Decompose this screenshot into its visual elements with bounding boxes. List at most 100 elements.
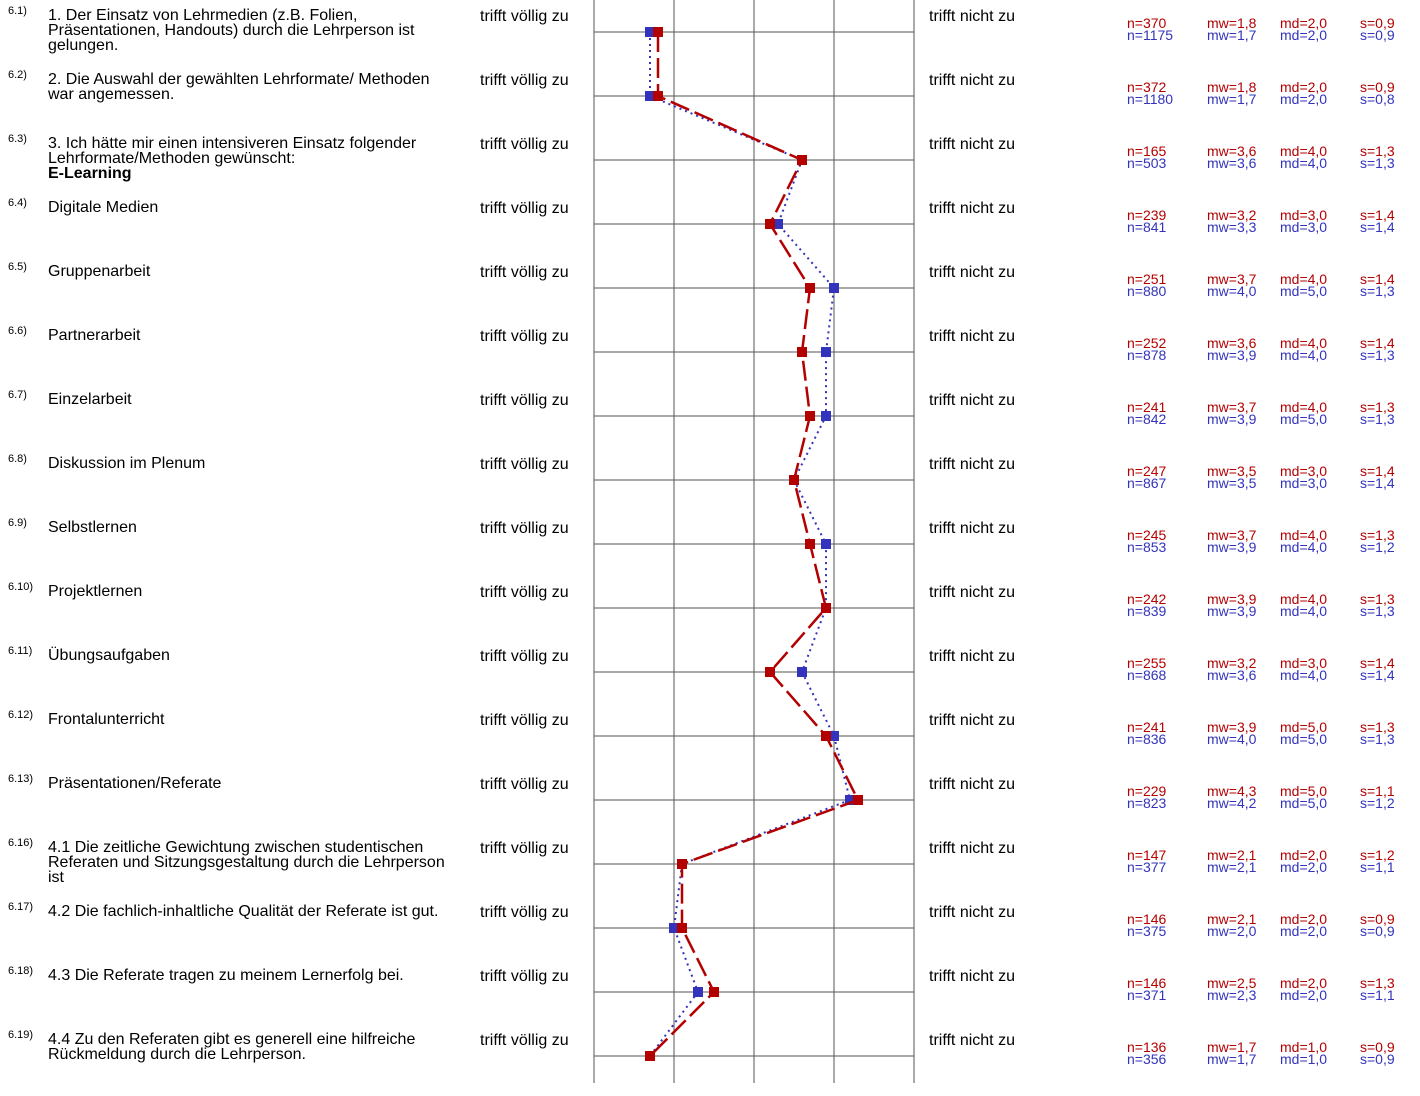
- stat-s: s=0,9: [1360, 1051, 1395, 1067]
- question-row: 6.4) Digitale Medien trifft völlig zu triff…: [0, 197, 1420, 264]
- stats-line: n=1180 mw=1,7 md=2,0 s=0,8: [1127, 91, 1420, 107]
- scale-right-label: trifft nicht zu: [929, 456, 1015, 473]
- stat-n: n=245: [1127, 527, 1167, 543]
- data-point-series-1: [853, 795, 863, 805]
- stats-block: n=136 mw=1,7 md=1,0 s=0,9 n=356 mw=1,7 md=1,0 s…: [1127, 1039, 1420, 1067]
- stats-line: n=356 mw=1,7 md=1,0 s=0,9: [1127, 1051, 1420, 1067]
- question-label: 4.3 Die Referate tragen zu meinem Lerner…: [48, 967, 404, 984]
- stat-mw: mw=3,3: [1207, 219, 1257, 235]
- stat-n: n=252: [1127, 335, 1167, 351]
- stat-mw: mw=1,7: [1207, 1039, 1257, 1055]
- stats-block: n=147 mw=2,1 md=2,0 s=1,2 n=377 mw=2,1 md=2,0 s…: [1127, 848, 1420, 875]
- stat-n: n=255: [1127, 655, 1167, 671]
- stat-s: s=1,3: [1360, 591, 1395, 607]
- stat-s: s=0,9: [1360, 1039, 1395, 1055]
- question-text: 4.1 Die zeitliche Gewichtung zwischen st…: [48, 840, 453, 886]
- stat-mw: mw=3,9: [1207, 539, 1257, 555]
- question-row: 6.5) Gruppenarbeit trifft völlig zu trifft …: [0, 261, 1420, 328]
- stat-n: n=836: [1127, 731, 1167, 747]
- question-number: 6.8): [8, 453, 27, 465]
- question-number: 6.4): [8, 197, 27, 209]
- stat-s: s=1,4: [1360, 219, 1395, 235]
- stat-mw: mw=3,7: [1207, 399, 1257, 415]
- question-row: 6.11) Übungsaufgaben trifft völlig zu triff…: [0, 645, 1420, 712]
- data-point-series-1: [765, 667, 775, 677]
- question-text: Einzelarbeit: [48, 391, 453, 408]
- stat-mw: mw=4,0: [1207, 731, 1257, 747]
- stat-mw: mw=4,2: [1207, 795, 1257, 811]
- stats-line: n=377 mw=2,1 md=2,0 s=1,1: [1127, 859, 1420, 875]
- stats-block: n=146 mw=2,5 md=2,0 s=1,3 n=371 mw=2,3 md=2,0 s…: [1127, 975, 1420, 1003]
- stat-s: s=1,2: [1360, 795, 1395, 811]
- stat-mw: mw=3,5: [1207, 463, 1257, 479]
- stat-mw: mw=3,7: [1207, 527, 1257, 543]
- question-text: Selbstlernen: [48, 520, 453, 536]
- question-row: 6.17) 4.2 Die fachlich-inhaltliche Qualit…: [0, 901, 1420, 968]
- stat-n: n=867: [1127, 475, 1167, 491]
- stat-n: n=241: [1127, 399, 1167, 415]
- data-point-series-2: [797, 667, 807, 677]
- scale-right-label: trifft nicht zu: [929, 200, 1015, 217]
- stats-block: n=252 mw=3,6 md=4,0 s=1,4 n=878 mw=3,9 md=4,0 s…: [1127, 335, 1420, 363]
- stats-line: n=245 mw=3,7 md=4,0 s=1,3: [1127, 527, 1420, 543]
- stat-md: md=3,0: [1280, 463, 1328, 479]
- stats-block: n=245 mw=3,7 md=4,0 s=1,3 n=853 mw=3,9 md=4,0 s…: [1127, 527, 1420, 555]
- stat-mw: mw=1,8: [1207, 79, 1257, 95]
- question-label: 4.4 Zu den Referaten gibt es generell ei…: [48, 1031, 416, 1063]
- stat-n: n=372: [1127, 79, 1167, 95]
- stat-n: n=1180: [1127, 91, 1174, 107]
- stats-line: n=165 mw=3,6 md=4,0 s=1,3: [1127, 143, 1420, 159]
- stat-n: n=880: [1127, 283, 1167, 299]
- stat-s: s=1,3: [1360, 603, 1395, 619]
- question-text: Projektlernen: [48, 584, 453, 600]
- stat-md: md=4,0: [1280, 539, 1328, 555]
- stat-md: md=2,0: [1280, 975, 1328, 991]
- stats-block: n=372 mw=1,8 md=2,0 s=0,9 n=1180 mw=1,7 md=2,0…: [1127, 79, 1420, 107]
- question-label: Digitale Medien: [48, 199, 159, 216]
- scale-left-label: trifft völlig zu: [480, 968, 569, 985]
- stat-mw: mw=3,6: [1207, 143, 1257, 159]
- stat-n: n=375: [1127, 923, 1167, 939]
- stat-n: n=229: [1127, 783, 1167, 799]
- question-row: 6.16) 4.1 Die zeitliche Gewichtung zwisch…: [0, 837, 1420, 904]
- stats-block: n=165 mw=3,6 md=4,0 s=1,3 n=503 mw=3,6 md=4,0 s…: [1127, 143, 1420, 170]
- question-label: Einzelarbeit: [48, 391, 132, 408]
- stats-line: n=239 mw=3,2 md=3,0 s=1,4: [1127, 208, 1420, 222]
- scale-left-label: trifft völlig zu: [480, 648, 569, 665]
- stats-line: n=823 mw=4,2 md=5,0 s=1,2: [1127, 795, 1420, 811]
- question-number: 6.2): [8, 69, 27, 81]
- stat-s: s=1,4: [1360, 475, 1395, 491]
- stat-mw: mw=4,3: [1207, 783, 1257, 799]
- stat-md: md=3,0: [1280, 475, 1328, 491]
- stats-line: n=1175 mw=1,7 md=2,0 s=0,9: [1127, 27, 1420, 43]
- data-point-series-1: [677, 923, 687, 933]
- question-number: 6.16): [8, 837, 34, 849]
- question-row: 6.6) Partnerarbeit trifft völlig zu trifft …: [0, 325, 1420, 392]
- stats-block: n=229 mw=4,3 md=5,0 s=1,1 n=823 mw=4,2 md=5,0 s…: [1127, 783, 1420, 811]
- scale-right-label: trifft nicht zu: [929, 136, 1015, 153]
- stat-n: n=878: [1127, 347, 1167, 363]
- stat-s: s=1,3: [1360, 143, 1395, 159]
- question-number: 6.1): [8, 5, 27, 17]
- data-point-series-2: [821, 539, 831, 549]
- stat-mw: mw=3,6: [1207, 667, 1257, 683]
- data-point-series-1: [677, 859, 687, 869]
- stat-s: s=0,9: [1360, 79, 1395, 95]
- scale-right-label: trifft nicht zu: [929, 72, 1015, 89]
- question-label: Frontalunterricht: [48, 711, 165, 728]
- stat-s: s=1,2: [1360, 539, 1395, 555]
- scale-right-label: trifft nicht zu: [929, 264, 1015, 281]
- stat-s: s=1,4: [1360, 335, 1395, 351]
- question-number: 6.19): [8, 1029, 34, 1041]
- stat-mw: mw=3,6: [1207, 335, 1257, 351]
- stat-n: n=371: [1127, 987, 1167, 1003]
- question-label: Gruppenarbeit: [48, 263, 151, 280]
- stat-n: n=377: [1127, 859, 1167, 875]
- stat-mw: mw=1,7: [1207, 91, 1257, 107]
- stats-line: n=842 mw=3,9 md=5,0 s=1,3: [1127, 412, 1420, 426]
- data-point-series-1: [805, 411, 815, 421]
- stat-mw: mw=2,1: [1207, 859, 1257, 875]
- stat-md: md=4,0: [1280, 667, 1328, 683]
- question-label: Partnerarbeit: [48, 327, 141, 344]
- stat-s: s=0,9: [1360, 27, 1395, 43]
